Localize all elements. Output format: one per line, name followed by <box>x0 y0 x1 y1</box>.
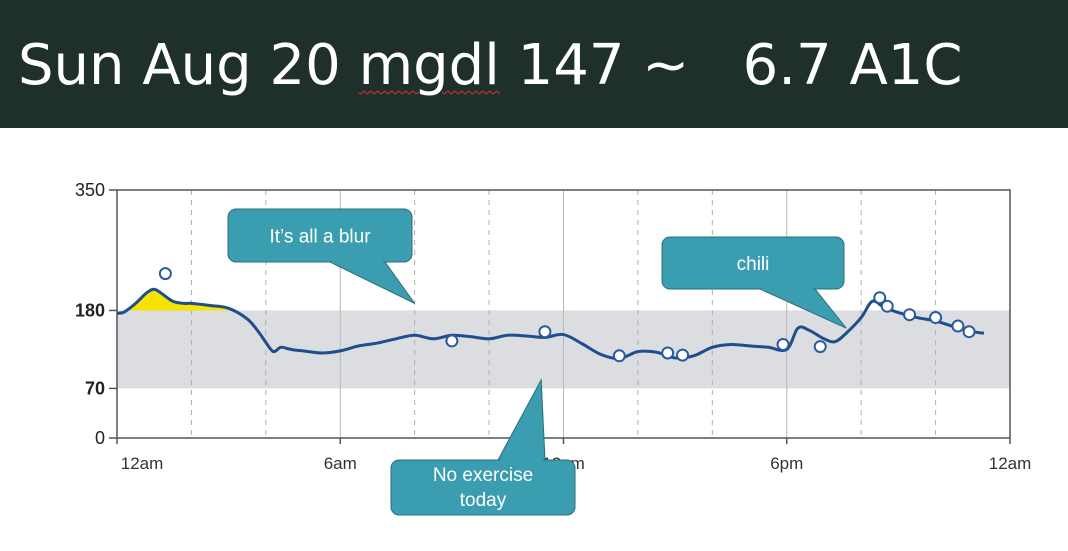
x-tick-label-3: 6pm <box>770 454 803 473</box>
title-unit: mgdl <box>358 33 500 98</box>
fingerstick-point-11 <box>929 311 943 325</box>
callout-box-2 <box>390 459 576 516</box>
callout-tail-2 <box>497 378 546 461</box>
fingerstick-point-7 <box>813 340 827 354</box>
fingerstick-point-10 <box>903 308 917 322</box>
title-a1c: 6.7 A1C <box>742 33 963 98</box>
fingerstick-point-3 <box>612 349 626 363</box>
fingerstick-point-8 <box>873 291 887 305</box>
y-tick-label-0: 350 <box>75 180 105 200</box>
callout-tail-0 <box>329 261 416 304</box>
callout-box-0 <box>227 208 413 263</box>
callout-box-1 <box>661 236 845 290</box>
fingerstick-point-12 <box>951 319 965 333</box>
page-title: Sun Aug 20 mgdl 147 ~ 6.7 A1C <box>18 26 963 106</box>
glucose-line <box>116 287 985 361</box>
x-tick-label-1: 6am <box>324 454 357 473</box>
fingerstick-point-2 <box>538 325 552 339</box>
title-value: 147 ~ <box>517 33 690 98</box>
y-tick-label-3: 0 <box>95 428 105 448</box>
title-banner: Sun Aug 20 mgdl 147 ~ 6.7 A1C <box>0 0 1068 128</box>
fingerstick-point-1 <box>445 334 459 348</box>
x-tick-label-4: 12am <box>989 454 1032 473</box>
y-tick-label-1: 180 <box>75 300 105 320</box>
fingerstick-point-6 <box>776 337 790 351</box>
y-tick-label-2: 70 <box>85 378 105 398</box>
fingerstick-point-5 <box>676 348 690 362</box>
callout-text-0: It’s all a blur <box>269 227 371 248</box>
fingerstick-point-9 <box>880 299 894 313</box>
fingerstick-point-0 <box>158 267 172 281</box>
callout-text-2: No exercise today <box>433 465 533 511</box>
fingerstick-point-4 <box>661 346 675 360</box>
x-tick-label-0: 12am <box>121 454 164 473</box>
callout-text-1: chili <box>737 254 770 275</box>
fingerstick-point-13 <box>962 325 976 339</box>
title-day: Sun Aug 20 <box>18 33 341 98</box>
